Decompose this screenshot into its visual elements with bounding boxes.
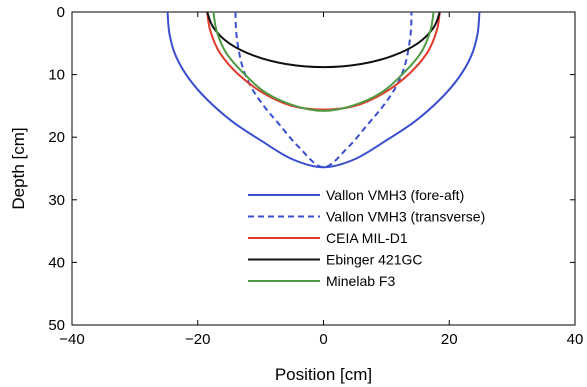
legend-label-vallon-vmh3-transverse: Vallon VMH3 (transverse) (326, 209, 485, 225)
x-tick-label: 40 (567, 331, 584, 348)
legend: Vallon VMH3 (fore-aft) Vallon VMH3 (trans… (240, 183, 562, 301)
x-tick-label: 20 (441, 331, 458, 348)
y-tick-label: 50 (48, 317, 65, 334)
x-tick-label: 0 (319, 331, 327, 348)
y-tick-label: 20 (48, 129, 65, 146)
y-tick-label: 0 (57, 4, 65, 21)
x-tick-label: −20 (185, 331, 210, 348)
y-tick-label: 30 (48, 192, 65, 209)
series-line-vallon-vmh3-fore-aft (166, 12, 481, 169)
series-line-ebinger-421gc (206, 12, 441, 69)
series-line-minelab-f3 (212, 12, 435, 112)
legend-label-vallon-vmh3-fore-aft: Vallon VMH3 (fore-aft) (326, 187, 464, 203)
y-tick-label: 40 (48, 254, 65, 271)
series-line-vallon-vmh3-transverse (234, 12, 413, 169)
y-axis-title: Depth [cm] (9, 127, 28, 209)
legend-label-minelab-f3: Minelab F3 (326, 273, 395, 289)
y-tick-label: 10 (48, 67, 65, 84)
series-layer (166, 12, 481, 169)
legend-label-ceia-mil-d1: CEIA MIL-D1 (326, 230, 408, 246)
series-line-ceia-mil-d1 (206, 12, 441, 111)
legend-label-ebinger-421gc: Ebinger 421GC (326, 252, 423, 268)
x-axis-title: Position [cm] (275, 365, 372, 384)
x-tick-label: −40 (59, 331, 84, 348)
ticks-layer: −40 −20 0 20 40 0 10 20 30 40 50 (48, 4, 583, 348)
